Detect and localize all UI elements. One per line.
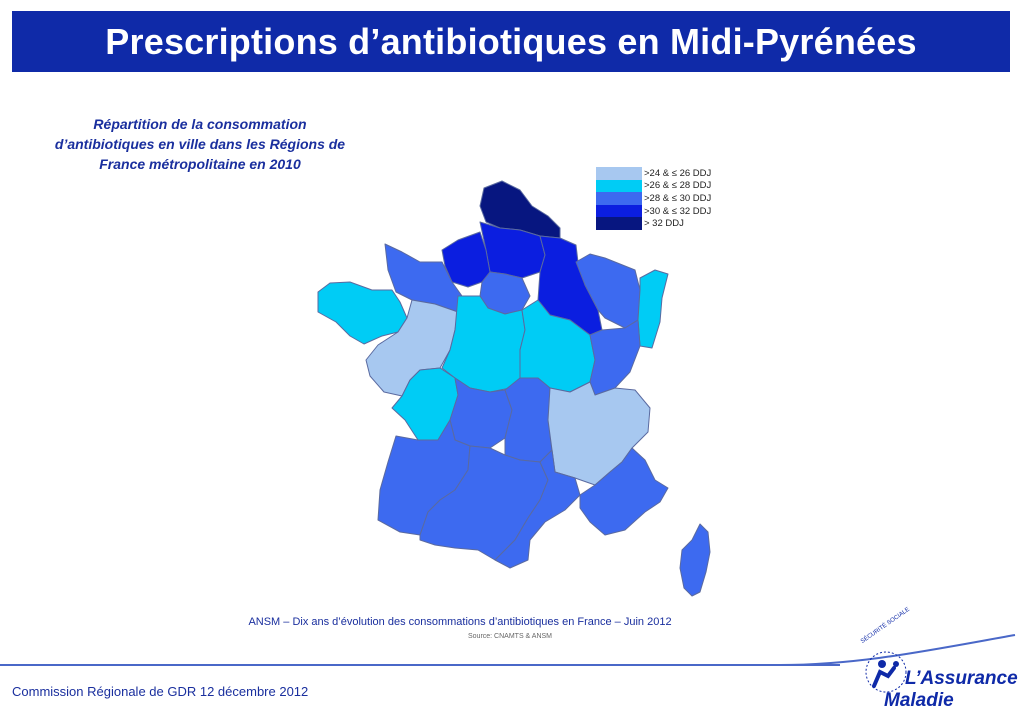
legend-label: > 32 DDJ xyxy=(644,218,684,230)
legend-label: >30 & ≤ 32 DDJ xyxy=(644,205,712,217)
assurance-maladie-logo xyxy=(865,651,907,693)
credit-line: ANSM – Dix ans d’évolution des consommat… xyxy=(248,616,672,628)
region-paca xyxy=(579,447,669,536)
france-regions-map xyxy=(317,180,711,597)
legend-swatch xyxy=(596,179,642,193)
region-auvergne xyxy=(504,377,553,463)
legend-swatch xyxy=(596,204,642,218)
map-subtitle: Répartition de la consommation d’antibio… xyxy=(14,114,386,174)
subtitle-line-3: France métropolitaine en 2010 xyxy=(99,156,301,172)
region-limousin xyxy=(449,377,513,449)
region-franche-comte xyxy=(589,319,641,396)
legend-swatch xyxy=(596,192,642,205)
region-alsace xyxy=(637,269,669,349)
legend-item: >24 & ≤ 26 DDJ xyxy=(596,167,720,180)
region-corse xyxy=(679,523,711,597)
legend-item: >30 & ≤ 32 DDJ xyxy=(596,204,720,218)
region-languedoc-roussillon xyxy=(494,449,581,569)
legend-item: >28 & ≤ 30 DDJ xyxy=(596,192,720,205)
region-midi-pyrenees xyxy=(419,445,549,561)
footer-text: Commission Régionale de GDR 12 décembre … xyxy=(12,684,309,699)
source-line: Source: CNAMTS & ANSM xyxy=(467,633,553,640)
subtitle-line-1: Répartition de la consommation xyxy=(93,116,307,132)
legend-label: >24 & ≤ 26 DDJ xyxy=(644,167,712,179)
map-legend: >24 & ≤ 26 DDJ >26 & ≤ 28 DDJ >28 & ≤ 30… xyxy=(596,167,720,230)
footer-divider xyxy=(0,664,840,666)
subtitle-line-2: d’antibiotiques en ville dans les Région… xyxy=(54,136,346,152)
footer-swoosh xyxy=(780,634,1016,666)
title-bar: Prescriptions d’antibiotiques en Midi-Py… xyxy=(12,11,1010,72)
legend-label: >26 & ≤ 28 DDJ xyxy=(644,180,712,192)
legend-label: >28 & ≤ 30 DDJ xyxy=(644,192,712,204)
legend-swatch xyxy=(596,167,642,180)
logo-text-line1: L’Assurance xyxy=(905,668,1018,689)
legend-swatch xyxy=(596,217,642,230)
logo-text-line2: Maladie xyxy=(884,690,954,711)
legend-item: > 32 DDJ xyxy=(596,217,720,230)
slide-title: Prescriptions d’antibiotiques en Midi-Py… xyxy=(105,20,917,62)
legend-item: >26 & ≤ 28 DDJ xyxy=(596,179,720,193)
